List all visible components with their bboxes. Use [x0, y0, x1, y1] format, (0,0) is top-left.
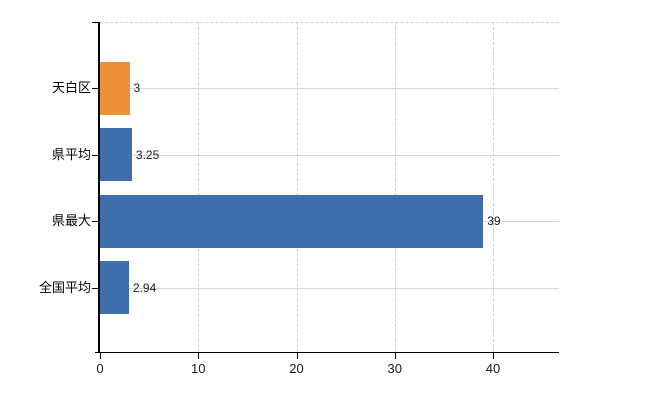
- x-axis-tick: [493, 353, 494, 359]
- y-axis-line: [98, 22, 100, 353]
- x-axis-line: [95, 352, 559, 353]
- bar: [100, 61, 130, 115]
- category-label: 県最大: [51, 213, 91, 228]
- gridline-vertical: [296, 22, 298, 352]
- bar: [100, 194, 484, 248]
- gridline-vertical: [493, 22, 494, 352]
- x-tick-label: 10: [191, 361, 206, 376]
- y-axis-tick: [92, 88, 98, 89]
- gridline-horizontal: [100, 287, 559, 289]
- gridline-vertical: [394, 22, 396, 352]
- value-label: 3: [133, 81, 141, 95]
- x-axis-tick: [100, 353, 101, 359]
- bar: [100, 128, 132, 181]
- x-axis-tick: [198, 353, 200, 359]
- bar: [100, 261, 129, 314]
- x-tick-label: 40: [485, 361, 501, 376]
- value-label: 39: [487, 214, 501, 228]
- x-tick-label: 30: [387, 361, 402, 376]
- category-label: 全国平均: [38, 279, 91, 295]
- y-axis-tick: [92, 221, 98, 222]
- gridline-horizontal: [100, 88, 559, 89]
- x-axis-tick: [394, 353, 396, 359]
- value-label: 3.25: [135, 147, 160, 162]
- x-tick-label: 0: [96, 361, 104, 376]
- gridline-vertical: [198, 22, 200, 352]
- category-label: 県平均: [51, 146, 91, 162]
- y-axis-tick: [92, 154, 98, 156]
- value-label: 2.94: [132, 280, 157, 295]
- plot-top-border: [100, 22, 559, 23]
- y-axis-tick: [92, 22, 98, 23]
- y-axis-tick: [92, 287, 98, 289]
- x-axis-tick: [296, 353, 298, 359]
- gridline-horizontal: [100, 154, 559, 156]
- category-label: 天白区: [51, 80, 91, 95]
- x-tick-label: 20: [289, 361, 304, 376]
